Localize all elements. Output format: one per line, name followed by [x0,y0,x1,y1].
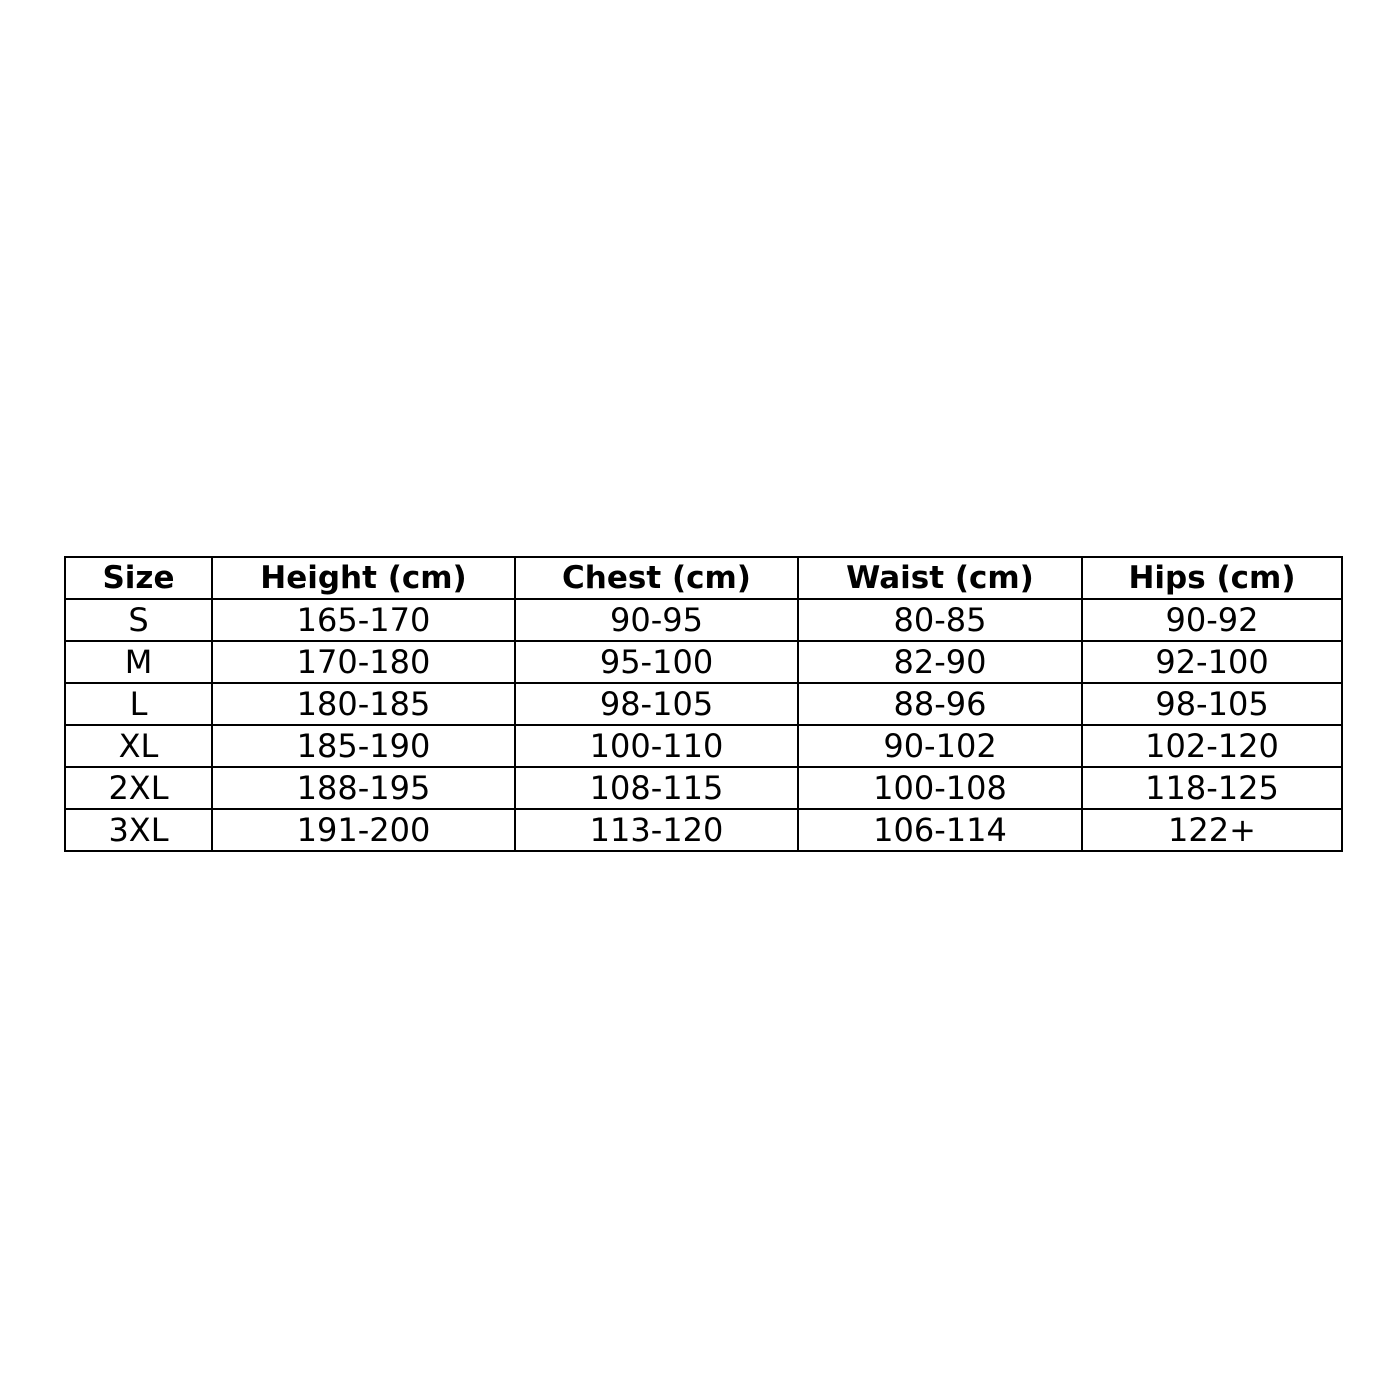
cell-chest: 98-105 [514,682,799,726]
cell-waist: 82-90 [797,640,1083,684]
cell-hips: 118-125 [1081,766,1343,810]
cell-height: 188-195 [211,766,516,810]
cell-hips: 90-92 [1081,598,1343,642]
cell-height: 165-170 [211,598,516,642]
cell-waist: 100-108 [797,766,1083,810]
table-row: S 165-170 90-95 80-85 90-92 [64,598,1343,642]
header-row: Size Height (cm) Chest (cm) Waist (cm) H… [64,556,1343,600]
header-chest: Chest (cm) [514,556,799,600]
size-chart-table: Size Height (cm) Chest (cm) Waist (cm) H… [64,556,1343,852]
cell-size: XL [64,724,213,768]
cell-waist: 106-114 [797,808,1083,852]
cell-size: 3XL [64,808,213,852]
header-height: Height (cm) [211,556,516,600]
cell-size: L [64,682,213,726]
cell-hips: 92-100 [1081,640,1343,684]
cell-waist: 90-102 [797,724,1083,768]
cell-height: 170-180 [211,640,516,684]
table-row: M 170-180 95-100 82-90 92-100 [64,640,1343,684]
cell-height: 185-190 [211,724,516,768]
table-row: XL 185-190 100-110 90-102 102-120 [64,724,1343,768]
cell-waist: 88-96 [797,682,1083,726]
header-waist: Waist (cm) [797,556,1083,600]
cell-waist: 80-85 [797,598,1083,642]
cell-chest: 100-110 [514,724,799,768]
cell-chest: 108-115 [514,766,799,810]
table-row: 2XL 188-195 108-115 100-108 118-125 [64,766,1343,810]
table-row: 3XL 191-200 113-120 106-114 122+ [64,808,1343,852]
cell-chest: 113-120 [514,808,799,852]
cell-hips: 122+ [1081,808,1343,852]
cell-size: S [64,598,213,642]
cell-chest: 95-100 [514,640,799,684]
cell-height: 191-200 [211,808,516,852]
cell-height: 180-185 [211,682,516,726]
cell-size: M [64,640,213,684]
header-size: Size [64,556,213,600]
cell-chest: 90-95 [514,598,799,642]
header-hips: Hips (cm) [1081,556,1343,600]
cell-hips: 98-105 [1081,682,1343,726]
cell-size: 2XL [64,766,213,810]
cell-hips: 102-120 [1081,724,1343,768]
table-row: L 180-185 98-105 88-96 98-105 [64,682,1343,726]
